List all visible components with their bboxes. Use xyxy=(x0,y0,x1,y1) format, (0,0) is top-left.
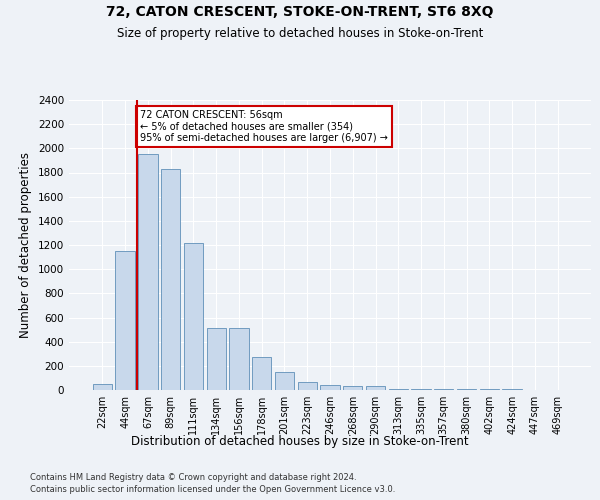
Bar xyxy=(184,242,203,390)
Bar xyxy=(298,382,317,390)
Text: Contains HM Land Registry data © Crown copyright and database right 2024.: Contains HM Land Registry data © Crown c… xyxy=(30,472,356,482)
Text: 72, CATON CRESCENT, STOKE-ON-TRENT, ST6 8XQ: 72, CATON CRESCENT, STOKE-ON-TRENT, ST6 … xyxy=(106,5,494,19)
Bar xyxy=(343,386,362,390)
Bar xyxy=(93,384,112,390)
Bar xyxy=(389,388,408,390)
Text: Contains public sector information licensed under the Open Government Licence v3: Contains public sector information licen… xyxy=(30,485,395,494)
Bar xyxy=(229,328,248,390)
Bar xyxy=(115,251,135,390)
Bar xyxy=(161,169,181,390)
Bar xyxy=(275,372,294,390)
Bar xyxy=(206,328,226,390)
Bar xyxy=(457,389,476,390)
Text: Size of property relative to detached houses in Stoke-on-Trent: Size of property relative to detached ho… xyxy=(117,28,483,40)
Bar xyxy=(434,389,454,390)
Text: Distribution of detached houses by size in Stoke-on-Trent: Distribution of detached houses by size … xyxy=(131,435,469,448)
Bar xyxy=(138,154,158,390)
Bar xyxy=(366,386,385,390)
Bar xyxy=(252,358,271,390)
Bar xyxy=(320,384,340,390)
Y-axis label: Number of detached properties: Number of detached properties xyxy=(19,152,32,338)
Bar xyxy=(412,389,431,390)
Text: 72 CATON CRESCENT: 56sqm
← 5% of detached houses are smaller (354)
95% of semi-d: 72 CATON CRESCENT: 56sqm ← 5% of detache… xyxy=(140,110,388,143)
